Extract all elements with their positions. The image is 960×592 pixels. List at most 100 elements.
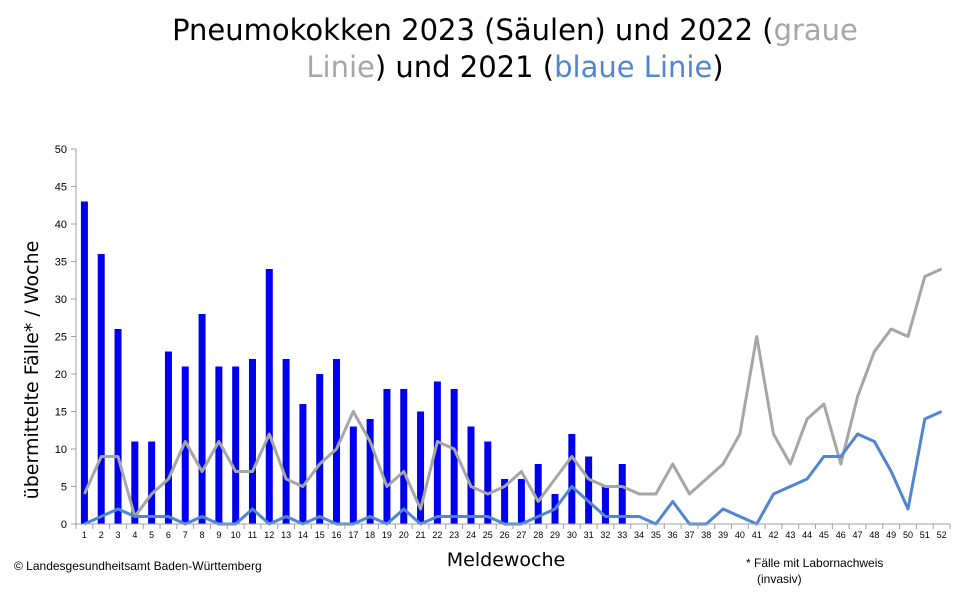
bar-week-25 — [484, 441, 492, 524]
bar-week-19 — [383, 389, 391, 524]
x-tick-label: 26 — [500, 530, 510, 540]
bar-week-3 — [114, 329, 122, 524]
x-tick-label: 51 — [920, 530, 930, 540]
footnote-line-2: (invasiv) — [757, 572, 802, 586]
x-tick-label: 21 — [416, 530, 426, 540]
x-tick-label: 8 — [200, 530, 205, 540]
chart-title: Pneumokokken 2023 (Säulen) und 2022 (gra… — [140, 12, 890, 86]
bar-week-16 — [333, 359, 341, 524]
x-tick-label: 12 — [264, 530, 274, 540]
title-blue-line-label: blaue Linie — [554, 50, 713, 84]
x-tick-label: 40 — [735, 530, 745, 540]
x-tick-label: 25 — [483, 530, 493, 540]
x-tick-label: 41 — [752, 530, 762, 540]
x-tick-label: 52 — [937, 530, 947, 540]
x-tick-label: 28 — [533, 530, 543, 540]
x-tick-label: 16 — [332, 530, 342, 540]
x-tick-label: 36 — [668, 530, 678, 540]
title-part-1: Pneumokokken 2023 (Säulen) und 2022 ( — [172, 13, 774, 47]
x-tick-label: 27 — [516, 530, 526, 540]
x-tick-label: 15 — [315, 530, 325, 540]
x-tick-label: 45 — [819, 530, 829, 540]
x-tick-label: 29 — [550, 530, 560, 540]
x-tick-label: 17 — [348, 530, 358, 540]
x-axis-label: Meldewoche — [447, 549, 565, 571]
x-tick-label: 24 — [466, 530, 476, 540]
x-tick-label: 31 — [584, 530, 594, 540]
x-tick-label: 47 — [853, 530, 863, 540]
bar-week-11 — [248, 359, 256, 524]
bar-week-8 — [198, 314, 206, 524]
bar-week-24 — [467, 426, 475, 524]
bar-week-1 — [80, 201, 88, 524]
x-tick-label: 48 — [869, 530, 879, 540]
x-tick-label: 3 — [116, 530, 121, 540]
bar-week-22 — [433, 381, 441, 524]
x-tick-label: 11 — [248, 530, 257, 540]
y-tick-label: 50 — [55, 144, 67, 156]
x-tick-label: 42 — [769, 530, 779, 540]
bar-week-12 — [265, 269, 273, 524]
x-tick-label: 2 — [99, 530, 104, 540]
title-gray-line-label: graue Linie — [306, 13, 858, 84]
y-tick-label: 30 — [55, 294, 67, 306]
bar-week-10 — [232, 366, 240, 524]
bar-week-32 — [601, 486, 609, 524]
y-tick-label: 10 — [55, 444, 67, 456]
y-tick-label: 5 — [61, 482, 67, 494]
x-tick-label: 33 — [617, 530, 627, 540]
y-tick-label: 0 — [61, 519, 67, 531]
axes: 1 2 3 4 5 6 7 8 9 10 11 12 13 14 15 16 17 18 19 20 21 22 23 24 2… — [75, 149, 951, 540]
x-tick-label: 22 — [432, 530, 442, 540]
x-tick-label: 9 — [216, 530, 221, 540]
x-tick-label: 4 — [132, 530, 137, 540]
title-part-2: ) und 2021 ( — [374, 50, 555, 84]
bar-week-26 — [501, 479, 509, 524]
x-tick-label: 14 — [298, 530, 308, 540]
y-tick-label: 45 — [55, 182, 67, 194]
bar-week-2 — [97, 254, 105, 524]
y-tick-label: 25 — [55, 332, 67, 344]
bar-week-14 — [299, 404, 307, 524]
bar-week-27 — [517, 479, 525, 524]
bar-week-6 — [164, 351, 172, 524]
bar-week-28 — [534, 464, 542, 524]
x-tick-label: 18 — [365, 530, 375, 540]
bar-week-4 — [131, 441, 139, 524]
x-tick-label: 19 — [382, 530, 392, 540]
copyright-credit: © Landesgesundheitsamt Baden-Württemberg — [14, 559, 262, 573]
bar-week-5 — [148, 441, 156, 524]
x-tick-label: 23 — [449, 530, 459, 540]
x-tick-label: 43 — [785, 530, 795, 540]
bars-2023 — [80, 201, 626, 524]
bar-week-33 — [618, 464, 626, 524]
bar-week-20 — [400, 389, 408, 524]
bar-week-30 — [568, 434, 576, 524]
x-tick-label: 37 — [684, 530, 694, 540]
x-tick-label: 10 — [231, 530, 241, 540]
bar-week-31 — [585, 456, 593, 524]
x-tick-label: 49 — [886, 530, 896, 540]
x-tick-label: 13 — [281, 530, 291, 540]
bar-week-9 — [215, 366, 223, 524]
footnote: * Fälle mit Labornachweis (invasiv) — [746, 555, 883, 587]
footnote-line-1: * Fälle mit Labornachweis — [746, 556, 884, 570]
bar-week-17 — [349, 426, 357, 524]
x-tick-label: 35 — [651, 530, 661, 540]
x-tick-label: 39 — [718, 530, 728, 540]
x-tick-label: 38 — [701, 530, 711, 540]
x-tick-label: 44 — [802, 530, 812, 540]
x-tick-label: 50 — [903, 530, 913, 540]
x-tick-label: 46 — [836, 530, 846, 540]
y-tick-label: 20 — [55, 369, 67, 381]
lines — [83, 267, 943, 526]
y-axis-label: übermittelte Fälle* / Woche — [21, 241, 43, 500]
x-tick-label: 34 — [634, 530, 644, 540]
line-2021 — [83, 410, 943, 526]
y-tick-label: 40 — [55, 219, 67, 231]
x-tick-label: 6 — [166, 530, 171, 540]
title-part-3: ) — [712, 50, 724, 84]
x-tick-label: 30 — [567, 530, 577, 540]
x-tick-label: 1 — [82, 530, 87, 540]
